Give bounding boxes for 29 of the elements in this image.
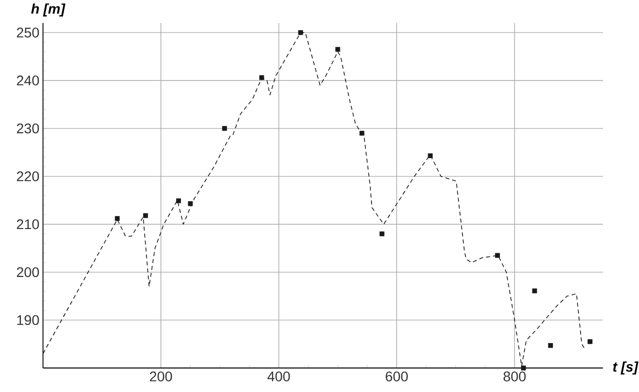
x-tick-label: 400 xyxy=(267,372,290,382)
point xyxy=(222,126,227,131)
x-tick-label: 800 xyxy=(504,372,526,382)
point xyxy=(335,46,340,52)
point xyxy=(176,198,181,204)
point xyxy=(360,130,364,136)
x-tick-label: 600 xyxy=(386,372,408,382)
point xyxy=(143,213,148,218)
y-tick-label: 240 xyxy=(16,76,39,86)
y-tick-label: 210 xyxy=(16,219,39,230)
point xyxy=(532,288,538,294)
point xyxy=(380,231,384,236)
x-axis-title: t [s] xyxy=(613,361,638,374)
point xyxy=(298,30,303,35)
point xyxy=(188,201,193,206)
y-tick-label: 220 xyxy=(16,171,39,182)
y-tick-label: 230 xyxy=(16,123,39,134)
point xyxy=(259,75,264,80)
point xyxy=(521,366,526,370)
y-axis-title: h [m] xyxy=(31,3,66,16)
point xyxy=(548,343,553,348)
y-tick-label: 190 xyxy=(17,315,39,326)
x-tick-label: 200 xyxy=(150,372,172,382)
y-tick-label: 250 xyxy=(16,28,39,38)
y-tick-label: 200 xyxy=(16,267,39,278)
point xyxy=(114,216,120,221)
point xyxy=(588,339,592,344)
point xyxy=(495,252,500,258)
point xyxy=(428,153,433,158)
